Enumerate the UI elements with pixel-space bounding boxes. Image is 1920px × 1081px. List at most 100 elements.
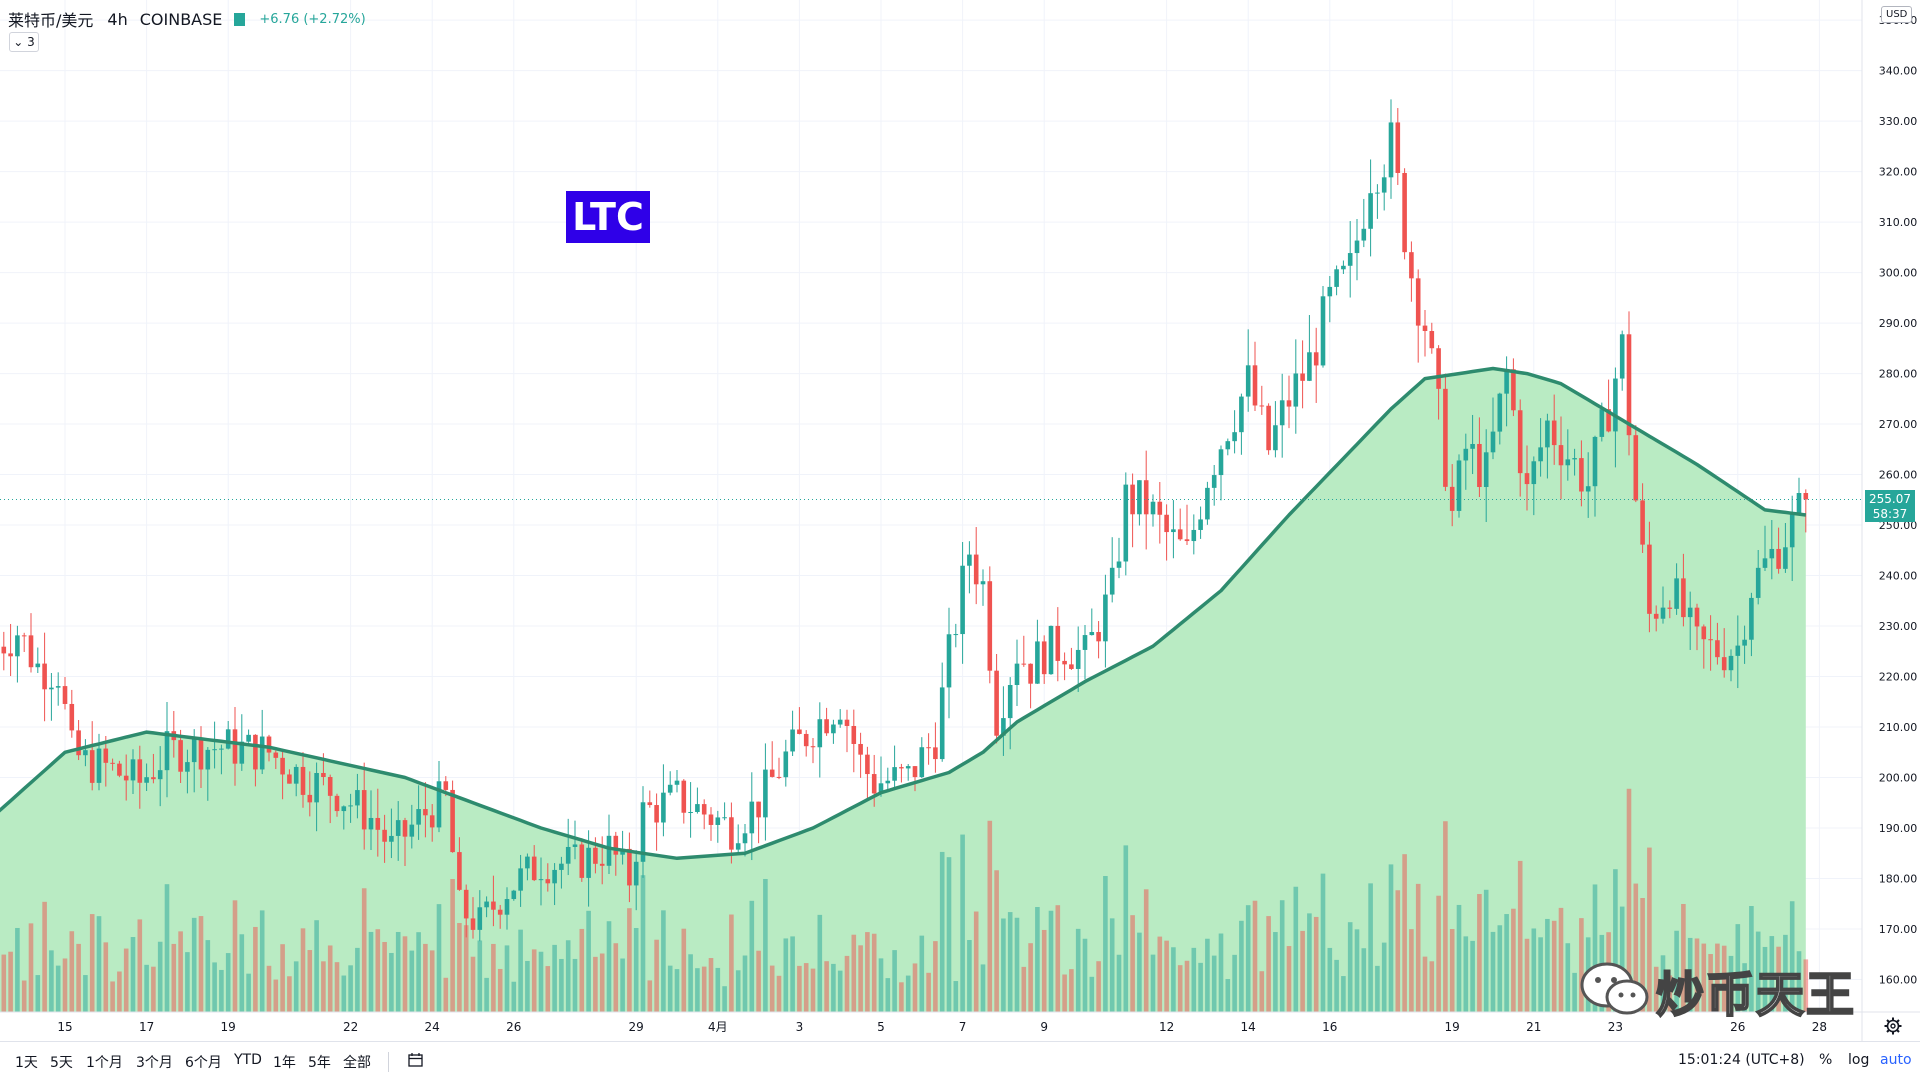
volume-bar bbox=[416, 932, 421, 1012]
volume-bar bbox=[1014, 917, 1020, 1012]
candle-body bbox=[1633, 435, 1639, 501]
candle-body bbox=[1007, 684, 1013, 719]
range-3m-button[interactable]: 3个月 bbox=[136, 1055, 173, 1071]
timeframe-label[interactable]: 4h bbox=[107, 9, 128, 29]
volume-bar bbox=[1048, 910, 1054, 1012]
volume-bar bbox=[273, 979, 279, 1012]
range-6m-button[interactable]: 6个月 bbox=[185, 1055, 222, 1071]
volume-bar bbox=[1028, 943, 1033, 1012]
volume-bar bbox=[1551, 920, 1557, 1012]
range-1d-button[interactable]: 1天 bbox=[15, 1055, 38, 1071]
volume-bar bbox=[511, 981, 517, 1012]
candle-body bbox=[715, 817, 721, 825]
candle-body bbox=[606, 835, 612, 866]
candle-body bbox=[62, 686, 68, 704]
candle-body bbox=[871, 774, 877, 794]
candle-body bbox=[973, 554, 979, 585]
symbol-name[interactable]: 莱特币/美元 bbox=[8, 11, 94, 30]
clock-timezone[interactable]: 15:01:24 (UTC+8) bbox=[1678, 1052, 1805, 1068]
time-tick-label: 19 bbox=[1445, 1020, 1460, 1034]
candle-body bbox=[470, 918, 476, 930]
wechat-icon bbox=[1580, 962, 1649, 1015]
percent-scale-toggle[interactable]: % bbox=[1819, 1052, 1833, 1068]
volume-bar bbox=[21, 980, 27, 1012]
candle-body bbox=[1395, 122, 1401, 173]
volume-bar bbox=[926, 972, 931, 1012]
volume-bar bbox=[1062, 974, 1067, 1012]
candle-body bbox=[518, 868, 523, 891]
range-1m-button[interactable]: 1个月 bbox=[86, 1055, 123, 1071]
time-tick-label: 26 bbox=[1730, 1020, 1745, 1034]
candle-body bbox=[348, 805, 353, 807]
candle-body bbox=[1619, 334, 1625, 379]
candle-body bbox=[361, 790, 367, 830]
candle-body bbox=[212, 749, 217, 751]
volume-bar bbox=[395, 931, 401, 1012]
candle-body bbox=[375, 817, 381, 830]
candle-body bbox=[844, 719, 850, 726]
volume-bar bbox=[178, 931, 183, 1012]
volume-bar bbox=[667, 965, 673, 1012]
volume-bar bbox=[484, 977, 489, 1012]
range-1y-button[interactable]: 1年 bbox=[273, 1055, 296, 1071]
candle-body bbox=[1742, 639, 1747, 646]
candle-body bbox=[627, 848, 632, 886]
indicators-collapse-button[interactable]: ⌄ 3 bbox=[9, 32, 39, 52]
candle-body bbox=[1368, 193, 1373, 229]
currency-unit[interactable]: USD bbox=[1881, 6, 1913, 23]
candle-body bbox=[1783, 547, 1788, 569]
candle-body bbox=[191, 737, 197, 763]
candle-body bbox=[28, 635, 34, 668]
candle-body bbox=[1082, 635, 1088, 650]
volume-bar bbox=[742, 955, 748, 1012]
volume-bar bbox=[28, 923, 34, 1012]
time-tick-label: 7 bbox=[959, 1020, 967, 1034]
auto-scale-toggle[interactable]: auto bbox=[1880, 1052, 1912, 1068]
candle-body bbox=[1681, 578, 1686, 618]
volume-bar bbox=[1653, 966, 1659, 1012]
candle-body bbox=[253, 734, 258, 770]
candle-body bbox=[219, 748, 224, 750]
range-ytd-button[interactable]: YTD bbox=[234, 1052, 262, 1068]
candle-body bbox=[613, 835, 619, 855]
candle-body bbox=[1687, 607, 1693, 618]
volume-bar bbox=[1463, 936, 1469, 1012]
volume-bar bbox=[1524, 938, 1530, 1012]
candle-body bbox=[280, 757, 285, 775]
range-all-button[interactable]: 全部 bbox=[343, 1055, 371, 1071]
candle-body bbox=[1694, 607, 1700, 627]
candle-body bbox=[1524, 473, 1530, 485]
range-5y-button[interactable]: 5年 bbox=[308, 1055, 331, 1071]
volume-bar bbox=[776, 975, 782, 1012]
candle-body bbox=[259, 736, 265, 770]
volume-bar bbox=[865, 932, 870, 1012]
candle-body bbox=[1048, 625, 1054, 675]
settings-gear-icon[interactable] bbox=[1884, 1017, 1902, 1035]
candle-body bbox=[905, 766, 911, 769]
volume-bar bbox=[1293, 886, 1299, 1012]
candle-body bbox=[899, 767, 904, 769]
candle-body bbox=[1762, 558, 1768, 568]
volume-bar bbox=[1796, 951, 1802, 1012]
log-scale-toggle[interactable]: log bbox=[1848, 1052, 1870, 1068]
volume-bar bbox=[62, 958, 68, 1012]
volume-bar bbox=[389, 952, 394, 1012]
range-5d-button[interactable]: 5天 bbox=[50, 1055, 73, 1071]
candle-body bbox=[1211, 475, 1217, 488]
volume-bar bbox=[1205, 938, 1210, 1012]
candle-body bbox=[8, 653, 13, 657]
candle-body bbox=[117, 763, 122, 776]
volume-bar bbox=[1368, 883, 1373, 1012]
volume-bar bbox=[1477, 894, 1482, 1012]
candle-body bbox=[912, 766, 918, 778]
candle-body bbox=[1497, 393, 1503, 432]
ma-line-path bbox=[0, 366, 1807, 861]
volume-bar bbox=[1511, 908, 1516, 1012]
candle-body bbox=[1014, 663, 1020, 685]
candle-body bbox=[1456, 460, 1462, 511]
candle-body bbox=[1415, 278, 1421, 326]
candle-body bbox=[1232, 432, 1237, 442]
candle-body bbox=[463, 889, 469, 919]
goto-date-calendar-icon[interactable] bbox=[408, 1053, 423, 1067]
